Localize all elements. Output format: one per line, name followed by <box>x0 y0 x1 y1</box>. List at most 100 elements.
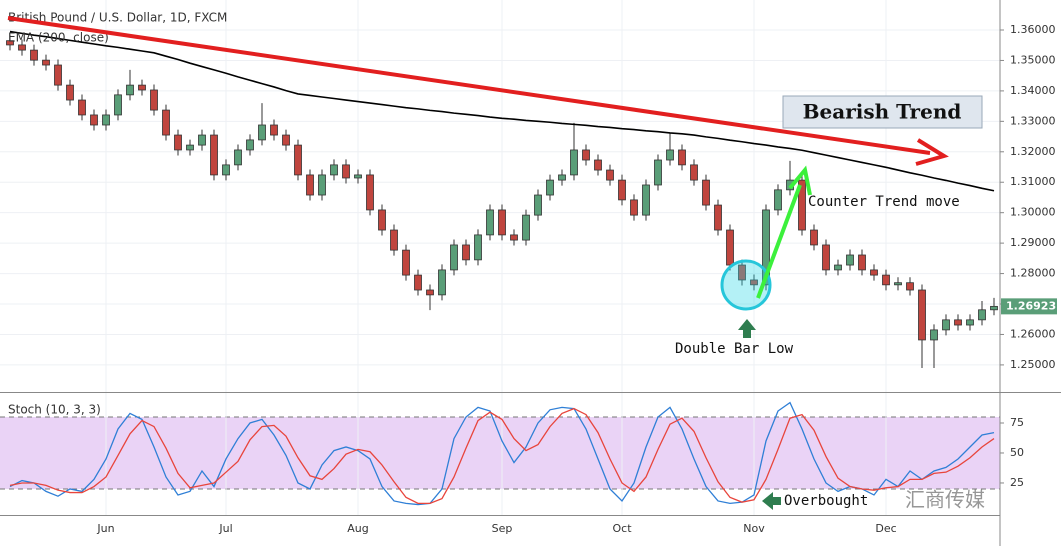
counter-arrow <box>756 184 802 299</box>
stoch-pane <box>0 416 1000 490</box>
candle-body <box>546 179 554 196</box>
candle-body <box>402 249 410 276</box>
candle-body <box>798 179 806 231</box>
candle-body <box>306 174 314 196</box>
candle-body <box>426 289 434 296</box>
y-tick-label: 1.30000 <box>1010 206 1056 219</box>
y-tick-label: 1.33000 <box>1010 114 1056 127</box>
last-price-label: 1.26923 <box>1006 299 1056 312</box>
candle-body <box>150 89 158 111</box>
candle-body <box>726 229 734 266</box>
candle-body <box>882 274 890 286</box>
counter-arrowhead <box>788 165 812 196</box>
candle-body <box>366 174 374 211</box>
y-tick-label: 1.35000 <box>1010 53 1056 66</box>
candle-body <box>102 114 110 126</box>
candle-body <box>534 194 542 216</box>
line-series <box>9 407 995 505</box>
candle-body <box>666 149 674 161</box>
candle-body <box>774 189 782 211</box>
candle-body <box>978 309 986 321</box>
trend-arrowhead <box>915 138 949 166</box>
watermark: 汇商传媒 <box>905 488 985 512</box>
candle-body <box>606 169 614 181</box>
candle-body <box>954 319 962 326</box>
annotation: Bearish Trend <box>803 100 962 124</box>
candle-body <box>870 269 878 276</box>
annotation-box <box>782 95 983 129</box>
y-tick-label: 25 <box>1010 476 1024 489</box>
candle-body <box>846 254 854 266</box>
candle-body <box>138 84 146 91</box>
candle-body <box>474 234 482 261</box>
candle-body <box>246 139 254 151</box>
candle-body <box>918 289 926 341</box>
candle-body <box>762 209 770 286</box>
x-tick-label: Dec <box>875 522 896 535</box>
candle-body <box>294 144 302 176</box>
candle-body <box>222 164 230 176</box>
candle-body <box>654 159 662 186</box>
candle-body <box>234 149 242 166</box>
y-tick-label: 1.36000 <box>1010 23 1056 36</box>
candle-body <box>66 84 74 101</box>
y-tick-label: 1.32000 <box>1010 145 1056 158</box>
candle-body <box>714 204 722 231</box>
y-tick-label: 75 <box>1010 416 1024 429</box>
left-arrow <box>762 492 781 510</box>
x-tick-label: Sep <box>492 522 513 535</box>
candle-body <box>990 305 998 311</box>
candle-body <box>354 174 362 179</box>
candle-body <box>318 174 326 196</box>
candle-body <box>78 99 86 116</box>
candle-body <box>414 274 422 291</box>
candle-body <box>822 244 830 271</box>
candle-body <box>510 234 518 241</box>
candle-body <box>186 144 194 151</box>
candle-body <box>930 329 938 341</box>
candle-body <box>90 114 98 126</box>
candle-body <box>114 94 122 116</box>
candle-body <box>594 159 602 171</box>
candle-body <box>810 229 818 246</box>
candle-body <box>618 179 626 201</box>
candle-body <box>522 214 530 241</box>
y-tick-label: 50 <box>1010 446 1024 459</box>
candle-body <box>942 319 950 331</box>
up-arrow <box>738 319 756 338</box>
candle-body <box>570 149 578 176</box>
y-tick-label: 1.34000 <box>1010 84 1056 97</box>
x-tick-label: Aug <box>347 522 368 535</box>
candle-body <box>558 174 566 181</box>
y-tick-label: 1.29000 <box>1010 236 1056 249</box>
x-tick-label: Oct <box>612 522 632 535</box>
candle-body <box>834 264 842 271</box>
x-tick-label: Jul <box>218 522 232 535</box>
candle-body <box>642 184 650 216</box>
candle-body <box>18 44 26 51</box>
candle-body <box>858 254 866 271</box>
candle-body <box>438 269 446 296</box>
candle-body <box>750 279 758 286</box>
candle-body <box>30 49 38 61</box>
y-tick-label: 1.31000 <box>1010 175 1056 188</box>
candle-body <box>198 134 206 146</box>
candle-body <box>678 149 686 166</box>
candle-body <box>342 164 350 179</box>
candle-body <box>258 124 266 141</box>
last-price-box <box>1001 298 1057 315</box>
chart-title: British Pound / U.S. Dollar, 1D, FXCM <box>8 11 227 25</box>
candle-body <box>966 319 974 326</box>
candle-body <box>162 109 170 136</box>
annotation: Overbought <box>784 493 868 509</box>
trend-line <box>7 16 931 155</box>
annotation: Double Bar Low <box>675 341 794 357</box>
legend-entry: EMA (200, close) <box>8 31 109 45</box>
x-tick-label: Jun <box>96 522 114 535</box>
candle-body <box>210 134 218 176</box>
candle-body <box>630 199 638 216</box>
candle-body <box>330 164 338 176</box>
y-tick-label: 1.25000 <box>1010 358 1056 371</box>
candle-body <box>450 244 458 271</box>
